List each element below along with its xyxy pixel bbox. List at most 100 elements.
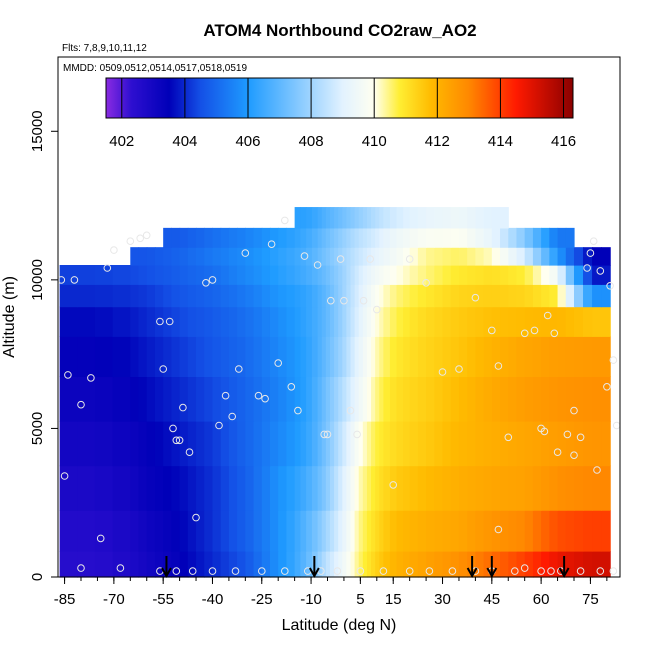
- sample-point: [488, 326, 496, 335]
- curtain-cell: [458, 376, 468, 422]
- sample-point: [520, 564, 529, 572]
- curtain-cell: [450, 284, 460, 308]
- curtain-cell: [371, 465, 376, 511]
- curtain-cell: [204, 421, 214, 467]
- curtain-cell: [94, 510, 114, 552]
- curtain-cell: [130, 336, 140, 378]
- sample-point: [537, 567, 545, 575]
- curtain-cell: [261, 510, 271, 552]
- curtain-cell: [342, 551, 347, 578]
- curtain-cell: [163, 465, 172, 511]
- flight-arrow-marker: [308, 556, 320, 579]
- curtain-cell: [573, 336, 584, 378]
- sample-point: [583, 264, 591, 272]
- curtain-cell: [358, 336, 364, 378]
- curtain-cell: [383, 284, 391, 308]
- curtain-cell: [475, 227, 485, 248]
- curtain-cell: [138, 284, 148, 308]
- x-axis: -85 -70 -55 -40 -25 -10 5 15 30 45 60 75: [54, 577, 608, 608]
- sample-point: [215, 421, 223, 430]
- curtain-cell: [375, 227, 380, 248]
- curtain-cell: [220, 265, 230, 285]
- curtain-cell: [458, 421, 468, 467]
- colorbar-tick-label: 416: [551, 133, 576, 150]
- curtain-cell: [237, 247, 246, 266]
- curtain-cell: [325, 465, 331, 511]
- curtain-cell: [138, 247, 148, 266]
- sample-point: [87, 374, 95, 382]
- curtain-cell: [196, 376, 205, 422]
- sample-point: [540, 427, 549, 436]
- curtain-cell: [228, 227, 238, 248]
- sample-point: [504, 433, 513, 442]
- curtain-cell: [187, 510, 197, 552]
- curtain-cell: [154, 336, 164, 378]
- curtain-cell: [508, 227, 518, 248]
- curtain-cell: [483, 247, 493, 266]
- sample-point: [405, 255, 414, 263]
- co2-curtain: [59, 207, 611, 578]
- curtain-cell: [196, 551, 205, 578]
- curtain-cell: [491, 510, 501, 552]
- curtain-cell: [187, 284, 197, 308]
- curtain-cell: [338, 421, 343, 467]
- curtain-cell: [187, 551, 197, 578]
- curtain-cell: [154, 465, 164, 511]
- curtain-cell: [278, 510, 288, 552]
- sample-point: [593, 466, 601, 474]
- x-axis-label: Latitude (deg N): [282, 617, 397, 634]
- curtain-cell: [434, 265, 444, 285]
- curtain-cell: [379, 551, 384, 578]
- sample-point: [576, 567, 585, 575]
- curtain-cell: [237, 284, 246, 308]
- curtain-cell: [253, 284, 263, 308]
- curtain-cell: [354, 247, 360, 266]
- sample-point: [110, 246, 118, 254]
- curtain-cell: [557, 421, 567, 467]
- curtain-cell: [311, 306, 319, 337]
- curtain-cell: [524, 306, 534, 337]
- curtain-cell: [306, 284, 313, 308]
- curtain-cell: [294, 207, 301, 229]
- curtain-cell: [329, 306, 335, 337]
- curtain-cell: [409, 306, 419, 337]
- curtain-cell: [483, 265, 493, 285]
- curtain-cell: [601, 421, 611, 467]
- x-tick-label: -55: [152, 591, 174, 608]
- curtain-cell: [396, 510, 404, 552]
- curtain-cell: [317, 284, 323, 308]
- curtain-cell: [77, 336, 96, 378]
- curtain-cell: [130, 510, 140, 552]
- curtain-cell: [154, 306, 164, 337]
- curtain-cell: [565, 465, 575, 511]
- curtain-cell: [500, 306, 509, 337]
- curtain-cell: [417, 336, 427, 378]
- curtain-cell: [179, 265, 189, 285]
- curtain-cell: [146, 465, 156, 511]
- curtain-cell: [375, 247, 380, 266]
- curtain-cell: [334, 376, 339, 422]
- curtain-cell: [508, 376, 518, 422]
- curtain-cell: [379, 336, 384, 378]
- colorbar-tick-label: 406: [235, 133, 260, 150]
- curtain-cell: [334, 510, 339, 552]
- curtain-cell: [321, 336, 327, 378]
- curtain-cell: [245, 265, 255, 285]
- curtain-cell: [204, 265, 214, 285]
- curtain-cell: [583, 306, 593, 337]
- curtain-cell: [286, 306, 296, 337]
- curtain-cell: [532, 306, 542, 337]
- curtain-cell: [220, 551, 230, 578]
- curtain-cell: [508, 421, 518, 467]
- curtain-cell: [592, 510, 602, 552]
- y-tick-label: 0: [29, 573, 46, 581]
- curtain-cell: [442, 207, 452, 229]
- sample-point: [596, 567, 605, 575]
- sample-point: [103, 264, 112, 272]
- curtain-cell: [286, 551, 296, 578]
- curtain-cell: [389, 265, 398, 285]
- curtain-cell: [338, 510, 343, 552]
- curtain-cell: [220, 247, 230, 266]
- curtain-cell: [383, 247, 391, 266]
- curtain-cell: [491, 265, 501, 285]
